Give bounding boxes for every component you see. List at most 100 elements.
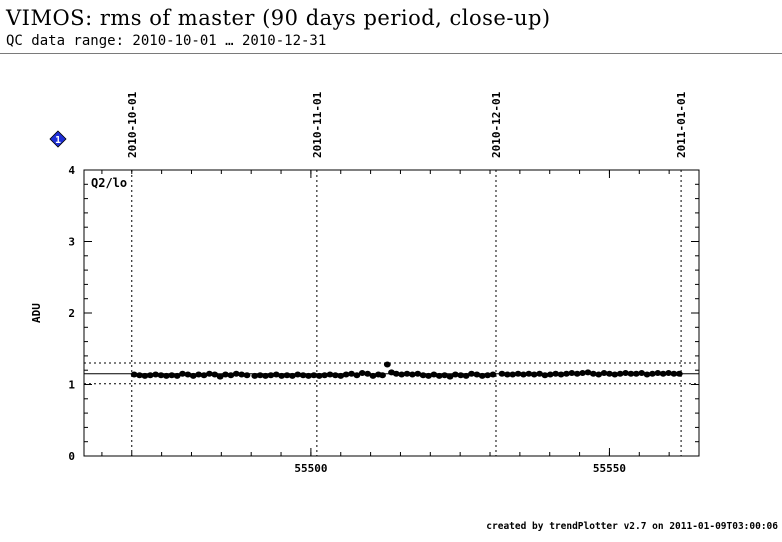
data-points (130, 361, 683, 380)
plot-frame (83, 169, 700, 457)
data-point (530, 371, 538, 378)
data-point (146, 372, 154, 379)
data-point (288, 372, 296, 379)
data-point (392, 370, 400, 377)
data-point (579, 370, 586, 377)
y-axis-label: ADU (30, 303, 43, 323)
data-point (573, 370, 581, 377)
data-point (675, 370, 683, 377)
data-point (606, 370, 613, 377)
data-point (272, 371, 280, 378)
data-point (353, 372, 361, 379)
y-tick-label: 0 (68, 450, 75, 463)
data-point (622, 370, 629, 377)
date-gridlines (131, 170, 682, 456)
data-point (222, 371, 229, 378)
data-point (611, 371, 619, 378)
data-point (136, 372, 143, 379)
header-divider (0, 53, 782, 54)
data-point (552, 370, 560, 377)
y-tick-label: 3 (68, 236, 75, 249)
data-point (251, 372, 259, 379)
data-point (205, 370, 213, 377)
data-point (430, 371, 438, 378)
data-point (489, 371, 497, 378)
data-point (525, 370, 533, 377)
data-point (514, 370, 522, 377)
data-point (310, 372, 318, 379)
data-point (283, 372, 291, 379)
data-point (451, 371, 459, 378)
marker-diamond (49, 130, 67, 148)
data-point (484, 372, 492, 379)
page-subtitle: QC data range: 2010-10-01 … 2010-12-31 (6, 33, 327, 49)
data-point (348, 370, 355, 377)
date-markers: 2010-10-01 2010-11-01 2010-12-01 2011-01-01 (126, 91, 688, 158)
data-point (179, 370, 186, 377)
data-point (457, 372, 465, 379)
data-point (315, 372, 323, 379)
data-point (649, 370, 656, 377)
data-point (568, 370, 576, 377)
footer-credit: created by trendPlotter v2.7 on 2011-01-… (486, 521, 778, 532)
data-point (243, 372, 251, 379)
data-point (654, 370, 662, 377)
data-point (600, 370, 608, 377)
y-tick-label: 1 (68, 379, 75, 392)
data-point (632, 370, 640, 377)
data-point (665, 370, 672, 377)
data-point (184, 371, 192, 378)
data-point (364, 370, 372, 377)
data-point (643, 371, 651, 378)
plot-area: 0 1 2 3 4 55500 55550 Q2/lo (68, 164, 700, 475)
y-tick-label: 4 (68, 164, 75, 177)
data-point (670, 370, 678, 377)
data-point (616, 370, 624, 377)
data-point (638, 370, 646, 377)
data-point (238, 371, 246, 378)
data-point (294, 371, 302, 378)
data-point (157, 372, 165, 379)
data-point (441, 372, 449, 379)
data-point (435, 372, 443, 379)
data-point (331, 372, 339, 379)
data-point (162, 372, 170, 379)
data-point (256, 372, 264, 379)
date-marker-label: 2010-10-01 (126, 91, 139, 158)
data-point (278, 372, 286, 379)
data-point (379, 372, 386, 379)
data-point (419, 372, 427, 379)
data-point (383, 361, 391, 368)
data-point (536, 370, 543, 377)
info-marker-icon[interactable]: 1 (49, 130, 67, 148)
data-point (358, 370, 366, 377)
x-tick-label: 55550 (593, 462, 626, 475)
data-point (498, 370, 506, 377)
marker-label: 1 (55, 135, 61, 146)
data-point (425, 372, 432, 379)
data-point (299, 372, 307, 379)
y-tick-label: 2 (68, 307, 75, 320)
data-point (403, 370, 411, 377)
data-point (342, 371, 350, 378)
data-point (168, 372, 176, 379)
data-point (414, 370, 422, 377)
data-point (195, 371, 203, 378)
data-point (446, 373, 454, 380)
data-point (305, 372, 312, 379)
data-point (595, 371, 603, 378)
data-point (232, 370, 240, 377)
data-point (173, 372, 181, 379)
data-point (189, 372, 197, 379)
data-point (659, 370, 667, 377)
data-point (262, 372, 269, 379)
data-point (398, 371, 406, 378)
data-point (468, 370, 475, 377)
data-point (509, 371, 517, 378)
data-point (473, 371, 481, 378)
page-title: VIMOS: rms of master (90 days period, cl… (6, 6, 551, 30)
data-point (130, 371, 138, 378)
data-point (211, 371, 219, 378)
data-point (541, 372, 549, 379)
